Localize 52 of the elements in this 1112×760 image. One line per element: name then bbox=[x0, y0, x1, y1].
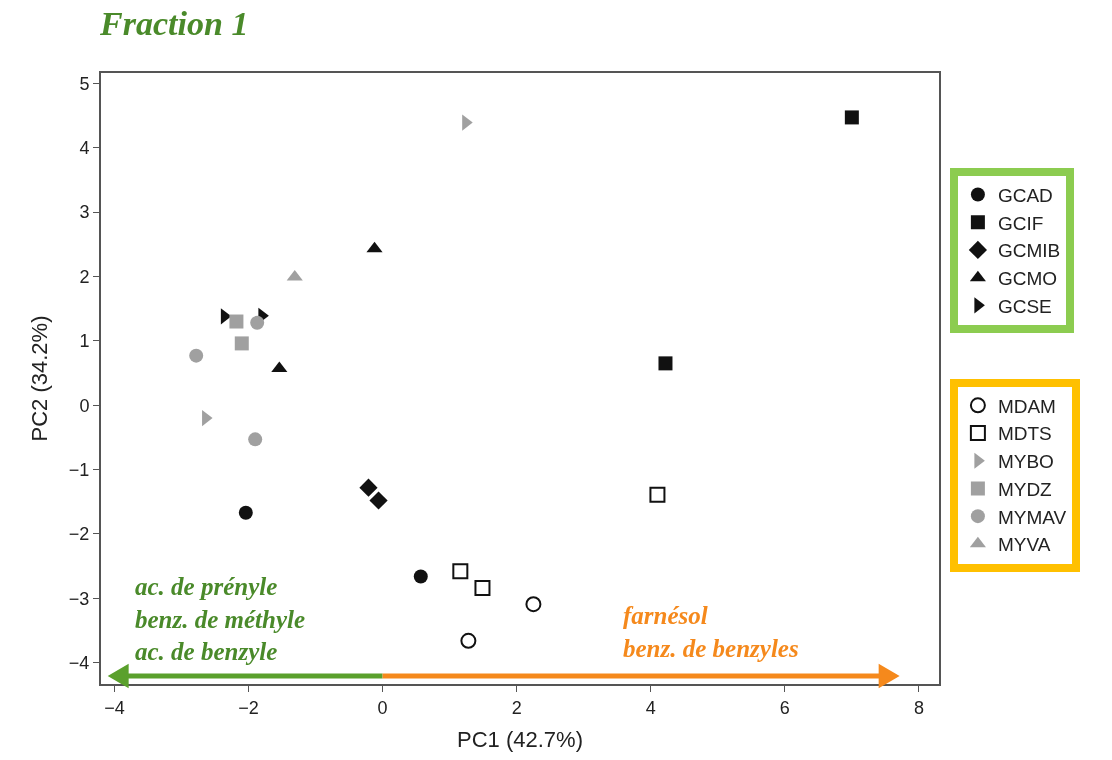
y-tick-label: 4 bbox=[79, 137, 90, 158]
point bbox=[238, 505, 253, 520]
legend-label: GCMIB bbox=[997, 240, 1061, 262]
point bbox=[250, 315, 265, 330]
chart-title: Fraction 1 bbox=[99, 5, 249, 43]
y-tick-label: 0 bbox=[79, 395, 90, 416]
point bbox=[234, 336, 249, 351]
x-tick-label: 4 bbox=[645, 697, 656, 718]
x-tick-label: 2 bbox=[511, 697, 522, 718]
x-tick-label: −4 bbox=[104, 697, 125, 718]
y-tick-label: 1 bbox=[79, 331, 90, 352]
point bbox=[460, 632, 477, 649]
legend-label: GCSE bbox=[997, 295, 1052, 317]
y-tick-label: 5 bbox=[79, 73, 90, 94]
x-tick-label: 8 bbox=[913, 697, 924, 718]
legend-label: MDAM bbox=[997, 395, 1056, 417]
x-axis-title: PC1 (42.7%) bbox=[457, 727, 583, 752]
x-tick-label: 6 bbox=[779, 697, 790, 718]
point bbox=[413, 569, 428, 584]
y-tick-label: 3 bbox=[79, 202, 90, 223]
point bbox=[452, 563, 469, 580]
point bbox=[649, 486, 666, 503]
point bbox=[474, 580, 491, 597]
point bbox=[189, 348, 204, 363]
y-tick-label: −1 bbox=[68, 459, 90, 480]
legend-label: GCMO bbox=[997, 268, 1057, 290]
y-tick-label: 2 bbox=[79, 266, 90, 287]
legend-label: MDTS bbox=[997, 423, 1052, 445]
y-tick-label: −2 bbox=[68, 524, 90, 545]
legend-label: MYBO bbox=[997, 451, 1054, 473]
point bbox=[658, 356, 673, 371]
point bbox=[525, 596, 542, 613]
annotation: farnésol benz. de benzyles bbox=[623, 602, 799, 662]
legend-label: GCAD bbox=[997, 184, 1053, 206]
point bbox=[229, 314, 244, 329]
legend-label: MYDZ bbox=[997, 478, 1053, 500]
point bbox=[271, 361, 288, 373]
legend-label: MYMAV bbox=[997, 506, 1067, 528]
point bbox=[359, 478, 378, 497]
point bbox=[248, 432, 263, 447]
legend-label: MYVA bbox=[997, 534, 1051, 556]
x-tick-label: −2 bbox=[238, 697, 259, 718]
y-axis-title: PC2 (34.2%) bbox=[27, 315, 53, 442]
legend-label: GCIF bbox=[997, 212, 1044, 234]
point bbox=[366, 241, 383, 253]
x-tick-label: 0 bbox=[377, 697, 388, 718]
annotation: ac. de prényle benz. de méthyle ac. de benzyle bbox=[135, 573, 306, 665]
point bbox=[220, 308, 232, 325]
point bbox=[369, 491, 388, 510]
point bbox=[844, 110, 859, 125]
y-tick-label: −3 bbox=[68, 588, 90, 609]
y-tick-label: −4 bbox=[68, 653, 90, 674]
